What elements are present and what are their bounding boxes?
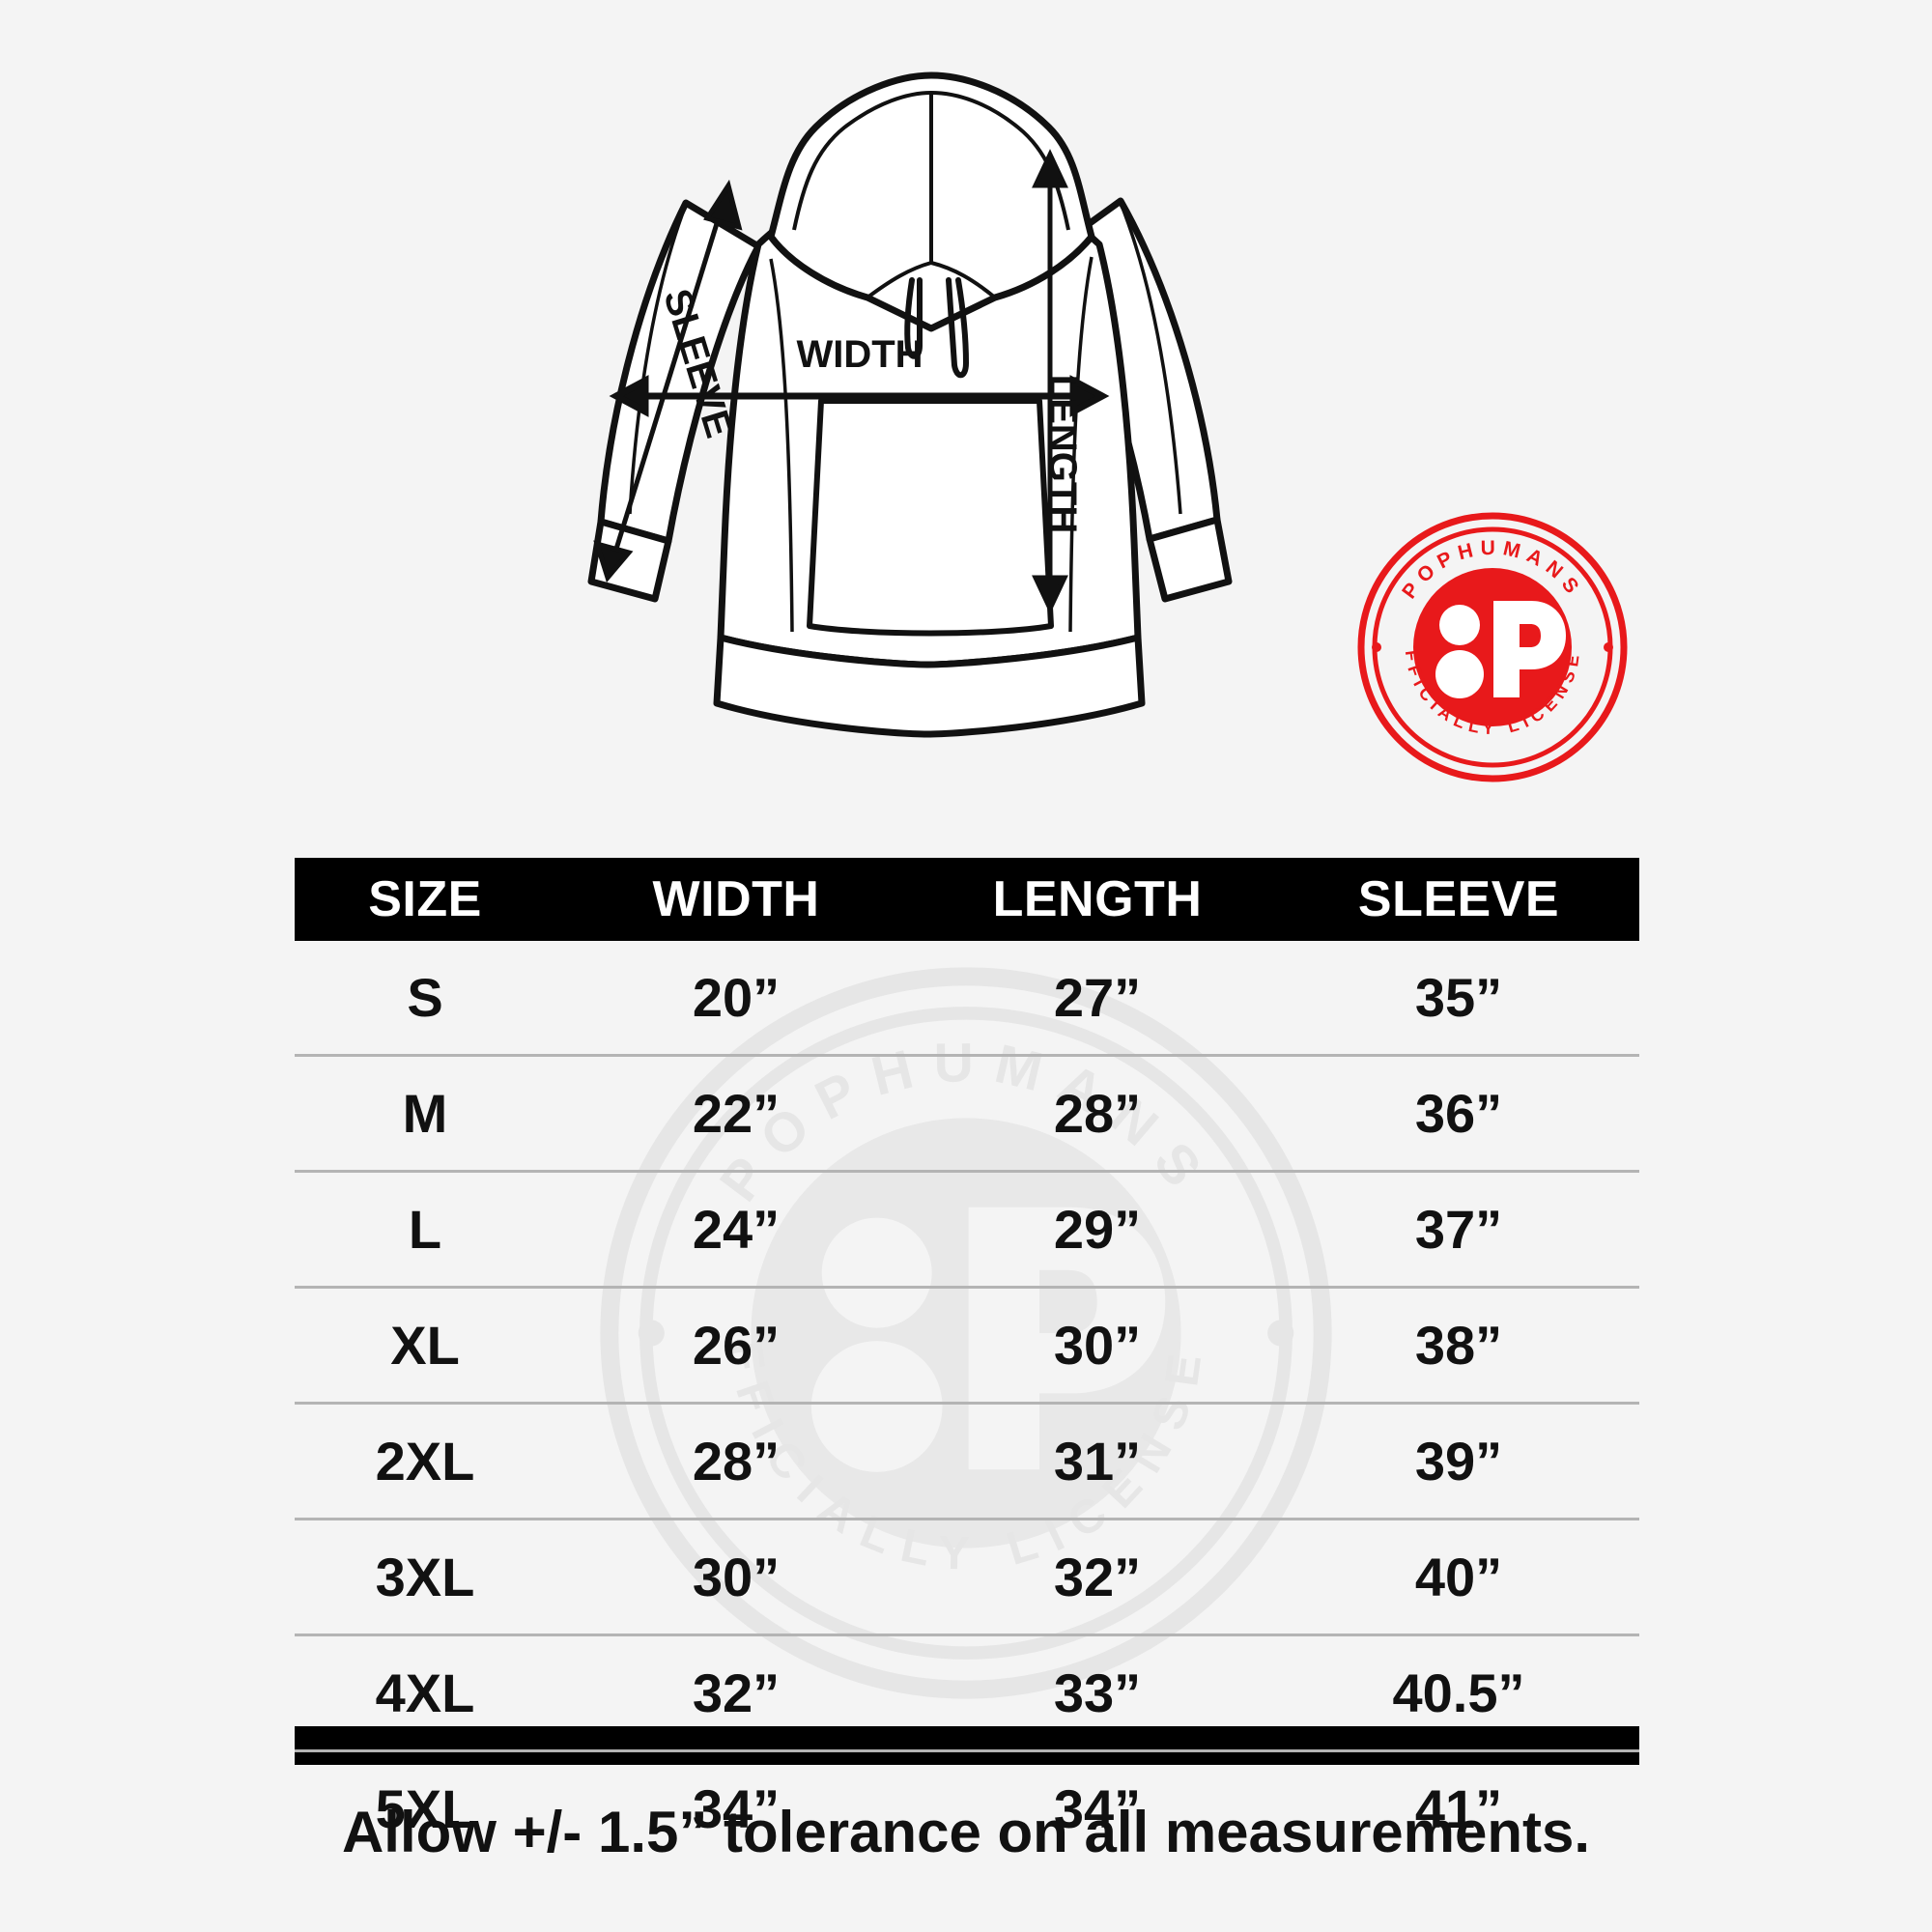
pophumans-badge: POPHUMANS OFFICIALLY LICENSED bbox=[1357, 512, 1628, 782]
badge-right-dot bbox=[1604, 642, 1613, 652]
cell-length: 30” bbox=[1053, 1315, 1142, 1376]
badge-dot-upper bbox=[1439, 605, 1480, 645]
table-row: S 20” 27” 35” bbox=[295, 941, 1639, 1057]
cell-width: 20” bbox=[692, 967, 781, 1028]
cell-size: 5XL bbox=[375, 1778, 475, 1839]
column-header-width: WIDTH bbox=[652, 871, 820, 927]
table-row: 4XL 32” 33” 40.5” bbox=[295, 1636, 1639, 1752]
column-header-size: SIZE bbox=[368, 871, 482, 927]
badge-dot-lower bbox=[1435, 650, 1484, 698]
cell-width: 28” bbox=[692, 1431, 781, 1492]
cell-width: 24” bbox=[692, 1199, 781, 1260]
cell-length: 29” bbox=[1053, 1199, 1142, 1260]
cell-width: 30” bbox=[692, 1547, 781, 1607]
cell-length: 27” bbox=[1053, 967, 1142, 1028]
length-label-text: LENGTH bbox=[1041, 375, 1084, 533]
hoodie-illustration: WIDTH LENGTH SLEEVE bbox=[541, 39, 1343, 802]
column-header-sleeve: SLEEVE bbox=[1357, 871, 1560, 927]
cell-width: 26” bbox=[692, 1315, 781, 1376]
badge-outer-ring bbox=[1357, 512, 1628, 782]
cell-size: XL bbox=[390, 1315, 460, 1376]
cell-width: 22” bbox=[692, 1083, 781, 1144]
table-row: M 22” 28” 36” bbox=[295, 1057, 1639, 1173]
cell-size: 3XL bbox=[375, 1547, 475, 1607]
cell-length: 28” bbox=[1053, 1083, 1142, 1144]
column-header-length: LENGTH bbox=[992, 871, 1203, 927]
cell-size: 4XL bbox=[375, 1662, 475, 1723]
cell-sleeve: 36” bbox=[1414, 1083, 1503, 1144]
cell-sleeve: 39” bbox=[1414, 1431, 1503, 1492]
table-row: 2XL 28” 31” 39” bbox=[295, 1405, 1639, 1520]
cell-size: M bbox=[402, 1083, 448, 1144]
table-footer-bar bbox=[295, 1726, 1639, 1765]
cell-length: 31” bbox=[1053, 1431, 1142, 1492]
table-row: 5XL 34” 34” 41” bbox=[295, 1752, 1639, 1865]
cell-length: 32” bbox=[1053, 1547, 1142, 1607]
cell-sleeve: 37” bbox=[1414, 1199, 1503, 1260]
cell-size: S bbox=[407, 967, 443, 1028]
cell-size: 2XL bbox=[375, 1431, 475, 1492]
table-row: 3XL 30” 32” 40” bbox=[295, 1520, 1639, 1636]
table-row: L 24” 29” 37” bbox=[295, 1173, 1639, 1289]
size-chart-table: SIZE WIDTH LENGTH SLEEVE S 20” 27” 35” M… bbox=[295, 858, 1639, 1865]
cell-length: 33” bbox=[1053, 1662, 1142, 1723]
cell-width: 32” bbox=[692, 1662, 781, 1723]
badge-left-dot bbox=[1372, 642, 1381, 652]
cell-sleeve: 40.5” bbox=[1392, 1662, 1525, 1723]
table-row: XL 26” 30” 38” bbox=[295, 1289, 1639, 1405]
cell-sleeve: 35” bbox=[1414, 967, 1503, 1028]
tolerance-note: Allow +/- 1.5” tolerance on all measurem… bbox=[341, 1800, 1591, 1864]
cell-size: L bbox=[408, 1199, 442, 1260]
cell-sleeve: 41” bbox=[1414, 1778, 1503, 1839]
cell-sleeve: 40” bbox=[1414, 1547, 1503, 1607]
cell-length: 34” bbox=[1053, 1778, 1142, 1839]
cell-sleeve: 38” bbox=[1414, 1315, 1503, 1376]
cell-width: 34” bbox=[692, 1778, 781, 1839]
width-label-text: WIDTH bbox=[796, 333, 923, 376]
table-header-row: SIZE WIDTH LENGTH SLEEVE bbox=[295, 858, 1639, 941]
badge-monogram-p bbox=[1493, 601, 1566, 697]
